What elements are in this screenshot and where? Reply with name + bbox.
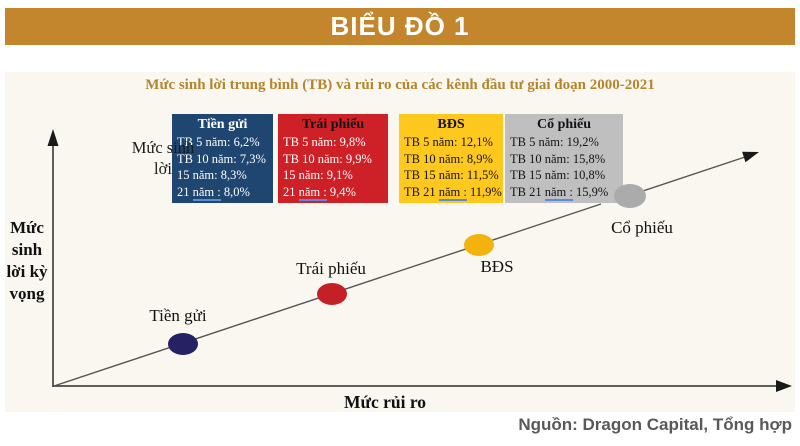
stat-row-part: TB 21 <box>404 184 439 199</box>
trend-arrowhead-icon <box>742 151 759 163</box>
stat-row-part: 21 <box>283 184 299 199</box>
point-label-tien-gui: Tiền gửi <box>149 306 207 325</box>
stat-row-last: 21 năm : 8,0% <box>177 184 268 201</box>
point-label-bds: BĐS <box>480 257 514 276</box>
stat-box-trai-phieu: Trái phiếu TB 5 năm: 9,8% TB 10 năm: 9,9… <box>278 114 388 203</box>
stat-row-part: 11,9% <box>466 184 502 199</box>
stat-box-title: Trái phiếu <box>301 117 365 132</box>
point-tien-gui <box>168 333 198 355</box>
stat-row: TB 10 năm: 7,3% <box>177 151 266 166</box>
stat-row: TB 5 năm: 6,2% <box>177 135 260 149</box>
stat-row: 15 năm: 8,3% <box>177 168 247 182</box>
banner-title: BIỂU ĐỒ 1 <box>330 11 470 41</box>
stat-box-title: Cổ phiếu <box>536 117 592 132</box>
stat-row-part: TB 21 <box>510 184 545 199</box>
stat-row-part: 8,0% <box>220 184 250 199</box>
point-bds <box>464 234 494 256</box>
stat-row: TB 10 năm: 8,9% <box>404 151 493 166</box>
chart-subtitle: Mức sinh lời trung bình (TB) và rủi ro c… <box>145 77 655 93</box>
stat-row-part: 9,4% <box>326 184 356 199</box>
point-label-trai-phieu: Trái phiếu <box>296 259 366 278</box>
stat-row: 15 năm: 9,1% <box>283 168 353 182</box>
stat-row-last: TB 21 năm : 11,9% <box>404 184 502 201</box>
stat-row-part-underlined: năm : <box>544 184 573 201</box>
stat-row-part: 15,9% <box>572 184 609 199</box>
y-axis-title: Mức sinh lời kỳ vọng <box>6 218 48 303</box>
x-axis-arrowhead-icon <box>776 380 792 392</box>
stat-row-part-underlined: năm : <box>192 184 221 201</box>
stat-row-last: 21 năm : 9,4% <box>283 184 383 201</box>
stat-row: TB 15 năm: 11,5% <box>404 168 499 182</box>
stat-row: TB 5 năm: 19,2% <box>510 135 599 149</box>
stat-box-title: Tiền gửi <box>197 117 248 132</box>
banner: BIỂU ĐỒ 1 <box>5 8 795 45</box>
x-axis-title: Mức rủi ro <box>343 392 427 412</box>
stat-row-last: TB 21 năm : 15,9% <box>510 184 618 201</box>
stat-row: TB 5 năm: 9,8% <box>283 135 366 149</box>
stat-row: TB 5 năm: 12,1% <box>404 135 493 149</box>
stat-row-part: 21 <box>177 184 193 199</box>
point-label-co-phieu: Cổ phiếu <box>611 218 673 237</box>
stat-row: TB 10 năm: 9,9% <box>283 151 372 166</box>
stat-row-part-underlined: năm : <box>438 184 467 201</box>
stat-row: TB 10 năm: 15,8% <box>510 151 606 166</box>
point-trai-phieu <box>317 283 347 305</box>
stat-box-co-phieu: Cổ phiếu TB 5 năm: 19,2% TB 10 năm: 15,8… <box>505 114 623 203</box>
stat-box-bds: BĐS TB 5 năm: 12,1% TB 10 năm: 8,9% TB 1… <box>399 114 503 203</box>
stat-row: TB 15 năm: 10,8% <box>510 168 606 182</box>
stat-box-title: BĐS <box>437 117 465 132</box>
source-credit: Nguồn: Dragon Capital, Tổng hợp <box>518 415 792 434</box>
point-co-phieu <box>614 184 646 208</box>
y-axis-arrowhead-icon <box>47 129 59 146</box>
stat-row-part-underlined: năm : <box>298 184 327 201</box>
return-side-label: Mức sinh lời <box>131 138 195 178</box>
stat-box-tien-gui: Tiền gửi TB 5 năm: 6,2% TB 10 năm: 7,3% … <box>172 114 273 203</box>
